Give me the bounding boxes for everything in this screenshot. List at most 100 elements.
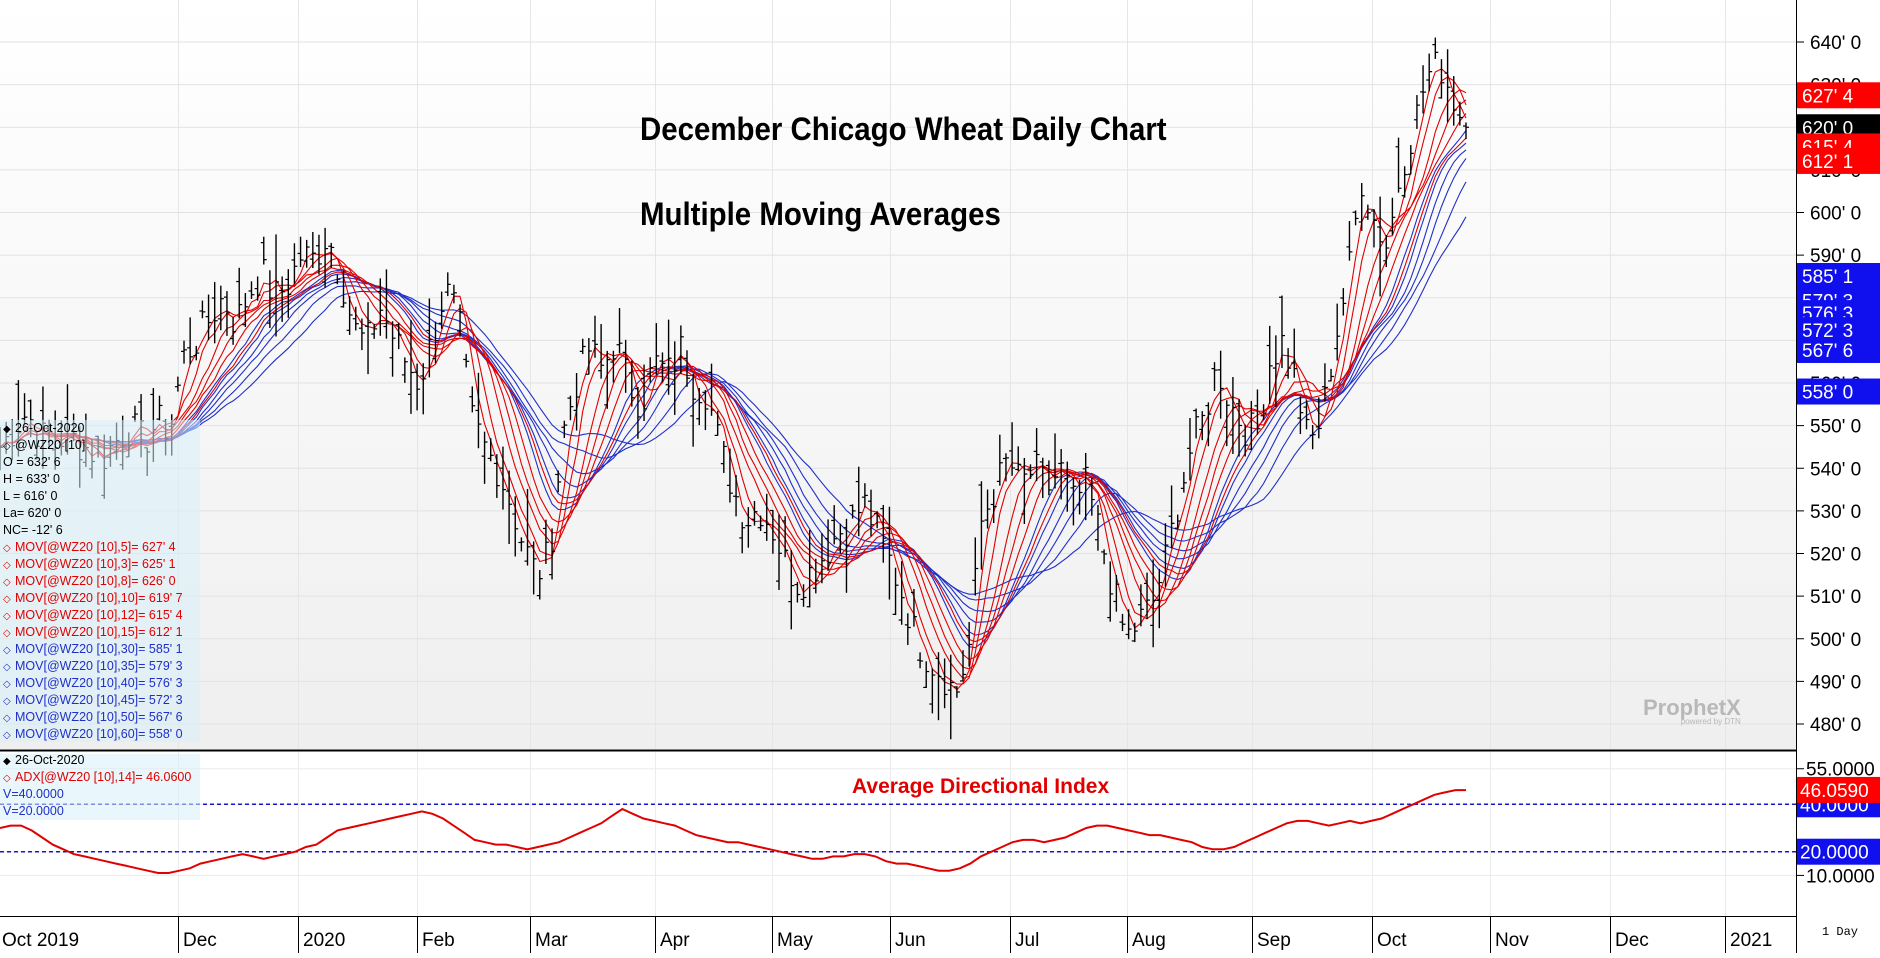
time-axis-label: Oct 2019 xyxy=(2,930,79,951)
ma-line-5 xyxy=(0,76,1467,685)
legend-net-change: NC= -12' 6 xyxy=(3,523,63,537)
ma-legend-label: MOV[@WZ20 [10],8]= 626' 0 xyxy=(15,574,176,588)
diamond-icon: ◇ xyxy=(3,543,11,554)
price-tag-label: 612' 1 xyxy=(1802,152,1853,173)
price-tag xyxy=(1797,147,1880,174)
time-axis-label: Dec xyxy=(1615,930,1649,951)
diamond-icon: ◇ xyxy=(3,696,11,707)
time-axis-label: Jul xyxy=(1015,930,1039,951)
diamond-icon: ◇ xyxy=(3,662,11,673)
time-axis-label: Apr xyxy=(660,930,690,951)
ohlc-legend-bg xyxy=(0,420,200,742)
ma-legend-row[interactable]: ◇ MOV[@WZ20 [10],10]= 619' 7 xyxy=(3,590,183,607)
ma-legend-row[interactable]: ◇ MOV[@WZ20 [10],8]= 626' 0 xyxy=(3,573,183,590)
ma-legend-label: MOV[@WZ20 [10],5]= 627' 4 xyxy=(15,540,176,554)
chart-title: December Chicago Wheat Daily Chart xyxy=(640,111,1167,147)
price-tag-label: 572' 3 xyxy=(1802,321,1853,342)
price-axis-label: 480' 0 xyxy=(1810,715,1861,736)
ma-legend-label: MOV[@WZ20 [10],15]= 612' 1 xyxy=(15,625,183,639)
ma-line-12 xyxy=(0,113,1467,661)
ma-legend-row[interactable]: ◇ MOV[@WZ20 [10],15]= 612' 1 xyxy=(3,624,183,641)
ma-line-60 xyxy=(0,216,1467,595)
adx-level-tag xyxy=(1797,838,1880,865)
adx-title: Average Directional Index xyxy=(852,775,1109,798)
time-axis-label: Nov xyxy=(1495,930,1529,951)
adx-legend-level-40: V=40.0000 xyxy=(3,787,64,801)
adx-axis-label: 55.0000 xyxy=(1806,760,1875,781)
ma-legend-label: MOV[@WZ20 [10],50]= 567' 6 xyxy=(15,710,183,724)
ma-line-50 xyxy=(0,181,1467,601)
ma-line-45 xyxy=(0,158,1467,613)
prophetx-logo: ProphetX powered by DTN xyxy=(1643,695,1741,726)
diamond-icon: ◇ xyxy=(3,713,11,724)
adx-level-tag-label: 20.0000 xyxy=(1800,843,1869,864)
adx-pane-bg xyxy=(0,752,1796,916)
diamond-icon: ◇ xyxy=(3,560,11,571)
time-axis-label: Dec xyxy=(183,930,217,951)
adx-axis-label: 10.0000 xyxy=(1806,866,1875,887)
interval-label[interactable]: 1 Day xyxy=(1821,925,1858,939)
diamond-icon: ◇ xyxy=(3,611,11,622)
diamond-icon: ◇ xyxy=(3,679,11,690)
price-axis-label: 590' 0 xyxy=(1810,246,1861,267)
legend-open: O = 632' 6 xyxy=(3,455,61,469)
price-axis-label: 500' 0 xyxy=(1810,630,1861,651)
price-tag xyxy=(1797,336,1880,363)
adx-legend-level-20: V=20.0000 xyxy=(3,804,64,818)
ma-legend-row[interactable]: ◇ MOV[@WZ20 [10],30]= 585' 1 xyxy=(3,641,183,658)
ma-legend-row[interactable]: ◇ MOV[@WZ20 [10],3]= 625' 1 xyxy=(3,556,183,573)
ma-legend-row[interactable]: ◇ MOV[@WZ20 [10],50]= 567' 6 xyxy=(3,709,183,726)
price-axis-label: 550' 0 xyxy=(1810,417,1861,438)
ma-legend-row[interactable]: ◇ MOV[@WZ20 [10],40]= 576' 3 xyxy=(3,675,183,692)
legend-date: ◆ 26-Oct-2020 xyxy=(3,421,85,435)
price-axis-label: 530' 0 xyxy=(1810,502,1861,523)
legend-last: La= 620' 0 xyxy=(3,506,62,520)
diamond-icon: ◇ xyxy=(3,645,11,656)
price-tag-label: 558' 0 xyxy=(1802,383,1853,404)
ma-legend-label: MOV[@WZ20 [10],35]= 579' 3 xyxy=(15,659,183,673)
price-tag-label: 567' 6 xyxy=(1802,341,1853,362)
time-axis-label: 2021 xyxy=(1730,930,1772,951)
time-axis-label: May xyxy=(777,930,813,951)
price-axis-label: 640' 0 xyxy=(1810,33,1861,54)
time-axis-label: Mar xyxy=(535,930,568,951)
adx-line[interactable] xyxy=(0,789,1466,874)
ma-legend-label: MOV[@WZ20 [10],60]= 558' 0 xyxy=(15,727,183,741)
diamond-icon: ◇ xyxy=(3,730,11,741)
ma-legend-label: MOV[@WZ20 [10],45]= 572' 3 xyxy=(15,693,183,707)
ma-legend-label: MOV[@WZ20 [10],12]= 615' 4 xyxy=(15,608,183,622)
time-axis-label: Feb xyxy=(422,930,455,951)
legend-symbol: ◇ @WZ20 [10] xyxy=(3,438,86,452)
price-tag xyxy=(1797,82,1880,109)
price-axis-label: 600' 0 xyxy=(1810,204,1861,225)
ma-legend-row[interactable]: ◇ MOV[@WZ20 [10],45]= 572' 3 xyxy=(3,692,183,709)
ma-legend-label: MOV[@WZ20 [10],30]= 585' 1 xyxy=(15,642,183,656)
legend-low: L = 616' 0 xyxy=(3,489,58,503)
ma-line-10 xyxy=(0,99,1467,670)
time-axis-label: Oct xyxy=(1377,930,1407,951)
adx-legend-bg xyxy=(0,754,200,820)
price-axis-label: 520' 0 xyxy=(1810,545,1861,566)
ma-legend-label: MOV[@WZ20 [10],10]= 619' 7 xyxy=(15,591,183,605)
adx-legend-value[interactable]: ◇ ADX[@WZ20 [10],14]= 46.0600 xyxy=(3,770,192,784)
ma-legend-row[interactable]: ◇ MOV[@WZ20 [10],5]= 627' 4 xyxy=(3,539,183,556)
adx-legend: ◆ 26-Oct-2020 ◇ ADX[@WZ20 [10],14]= 46.060… xyxy=(3,752,191,820)
price-pane-bg xyxy=(0,0,1796,749)
adx-value-tag xyxy=(1797,776,1880,803)
ma-legend-row[interactable]: ◇ MOV[@WZ20 [10],12]= 615' 4 xyxy=(3,607,183,624)
price-tag-label: 585' 1 xyxy=(1802,267,1853,288)
price-axis-label: 510' 0 xyxy=(1810,587,1861,608)
legend-high: H = 633' 0 xyxy=(3,472,60,486)
ma-legend-row[interactable]: ◇ MOV[@WZ20 [10],35]= 579' 3 xyxy=(3,658,183,675)
ma-line-8 xyxy=(0,89,1467,680)
ma-line-15 xyxy=(0,137,1467,643)
ma-legend-row[interactable]: ◇ MOV[@WZ20 [10],60]= 558' 0 xyxy=(3,726,183,743)
price-legend: ◆ 26-Oct-2020 ◇ @WZ20 [10] O = 632' 6 H = … xyxy=(3,420,183,743)
time-axis-label: Jun xyxy=(895,930,926,951)
price-axis-label: 490' 0 xyxy=(1810,672,1861,693)
diamond-icon: ◇ xyxy=(3,628,11,639)
diamond-icon: ◇ xyxy=(3,577,11,588)
ma-legend-label: MOV[@WZ20 [10],3]= 625' 1 xyxy=(15,557,176,571)
